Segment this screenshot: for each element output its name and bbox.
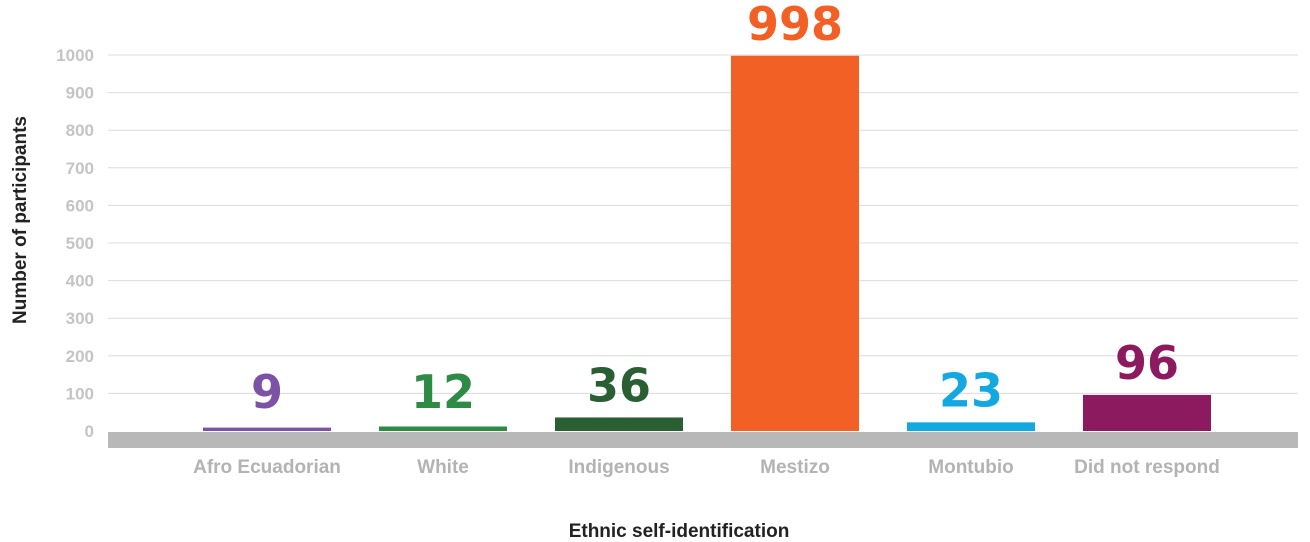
x-tick-label: Afro Ecuadorian: [193, 457, 341, 478]
data-label: 9: [251, 365, 283, 419]
x-axis-category-labels: Afro Ecuadorian White Indigenous Mestizo Mon…: [193, 457, 1220, 478]
y-tick-label: 0: [85, 422, 94, 441]
data-label: 36: [587, 358, 651, 412]
bar: [555, 417, 683, 431]
x-axis-baseline: [108, 432, 1298, 448]
data-label: 96: [1115, 336, 1179, 390]
bar: [1083, 395, 1211, 431]
y-tick-label: 100: [66, 384, 94, 403]
y-axis-title: Number of participants: [10, 116, 31, 324]
bar: [907, 422, 1035, 431]
x-tick-label: White: [417, 457, 469, 478]
bar: [379, 426, 507, 431]
bar: [731, 56, 859, 431]
x-tick-label: Indigenous: [568, 457, 669, 478]
y-tick-label: 300: [66, 309, 94, 328]
y-tick-label: 500: [66, 234, 94, 253]
x-tick-label: Did not respond: [1074, 457, 1220, 478]
y-tick-label: 400: [66, 272, 94, 291]
y-tick-label: 1000: [56, 46, 94, 65]
y-tick-label: 900: [66, 84, 94, 103]
x-tick-label: Mestizo: [760, 457, 830, 478]
data-label: 998: [747, 0, 843, 51]
data-label: 23: [939, 363, 1003, 417]
data-label: 12: [411, 365, 475, 419]
y-tick-label: 200: [66, 347, 94, 366]
x-tick-label: Montubio: [928, 457, 1013, 478]
x-axis-title: Ethnic self-identification: [569, 521, 790, 542]
y-axis-ticks: 0 100 200 300 400 500 600 700 800 900 1000: [56, 46, 94, 441]
bar: [203, 428, 331, 431]
y-tick-label: 800: [66, 121, 94, 140]
y-tick-label: 700: [66, 159, 94, 178]
y-tick-label: 600: [66, 196, 94, 215]
